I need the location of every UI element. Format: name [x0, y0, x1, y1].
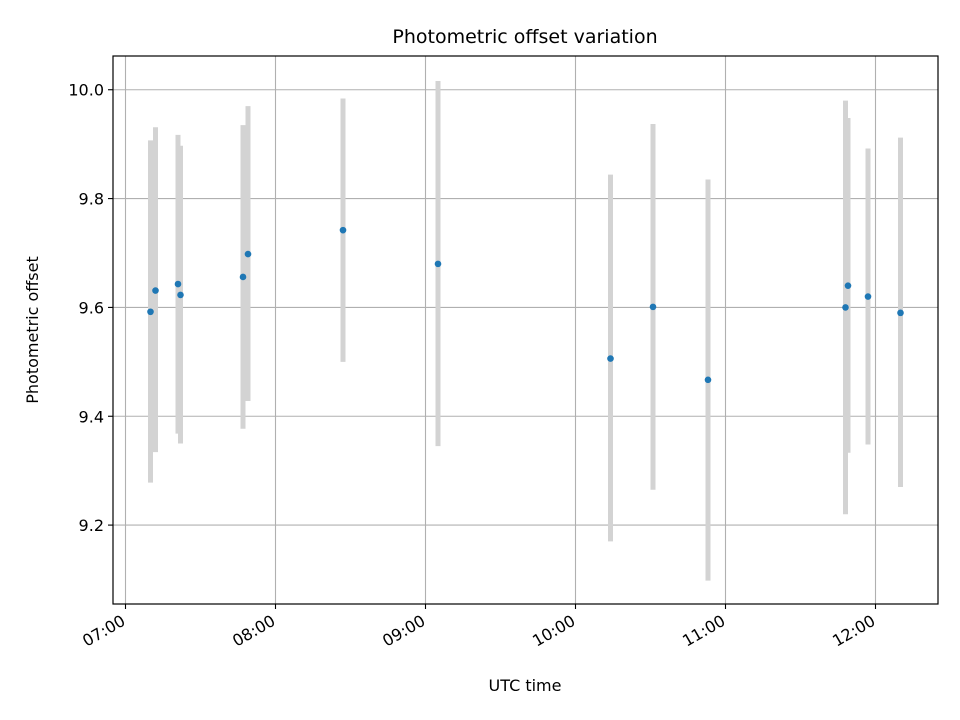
- data-point: [177, 291, 184, 299]
- data-point: [704, 376, 712, 384]
- data-point: [147, 308, 154, 316]
- data-point: [434, 260, 442, 268]
- y-tick-label: 9.6: [79, 298, 104, 317]
- data-point: [174, 280, 182, 288]
- plot-frame: [112, 55, 939, 605]
- data-point: [864, 293, 872, 300]
- y-tick-label: 9.4: [79, 407, 104, 426]
- y-tick-label: 9.8: [79, 190, 104, 209]
- y-tick-label: 10.0: [68, 81, 104, 100]
- data-point: [844, 282, 852, 289]
- data-point: [897, 309, 904, 317]
- x-axis-label: UTC time: [489, 676, 562, 695]
- data-points: [147, 226, 904, 384]
- grid: [113, 56, 938, 604]
- data-point: [239, 273, 247, 281]
- chart-title: Photometric offset variation: [392, 26, 657, 48]
- y-tick-label: 9.2: [79, 516, 104, 535]
- data-point: [244, 250, 252, 258]
- data-point: [152, 287, 159, 294]
- data-point: [649, 303, 657, 311]
- data-point: [339, 226, 347, 234]
- data-point: [842, 304, 849, 311]
- data-point: [607, 355, 614, 362]
- y-axis-label: Photometric offset: [23, 256, 42, 404]
- y-axis: 9.2 9.4 9.6 9.8 10.0: [68, 81, 113, 535]
